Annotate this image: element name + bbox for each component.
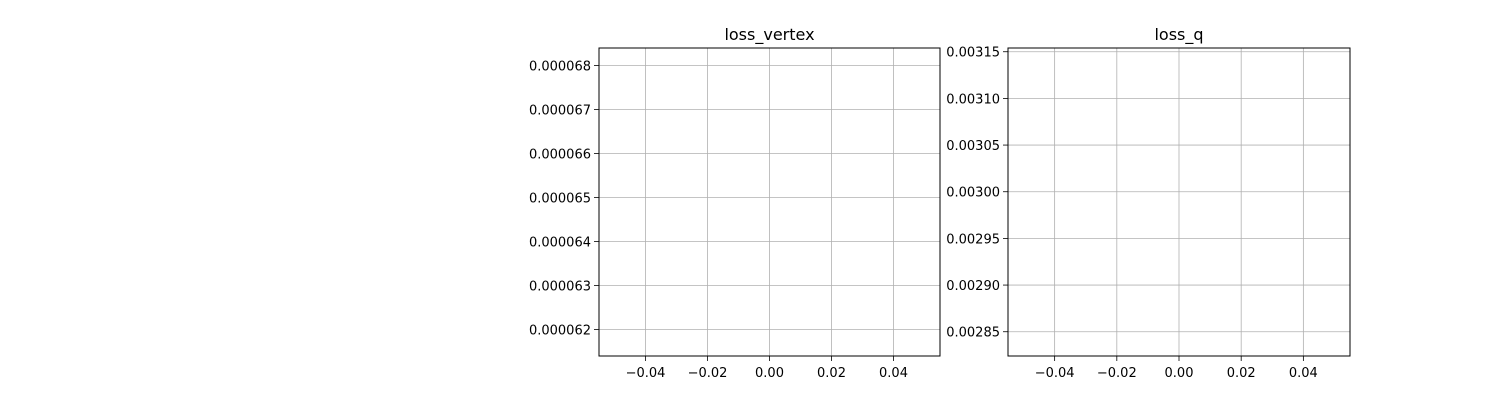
x-tick-label: −0.04 [1035, 366, 1075, 381]
axes-frame [1007, 47, 1351, 357]
x-tick-label: 0.02 [1227, 366, 1256, 381]
y-tick-label: 0.00305 [946, 139, 1000, 154]
y-tick-label: 0.000062 [529, 324, 591, 339]
x-tick-label: −0.02 [1097, 366, 1137, 381]
x-tick-label: 0.02 [817, 366, 846, 381]
y-tick-label: 0.000064 [529, 236, 591, 251]
x-tick-label: 0.04 [879, 366, 908, 381]
chart-panel-loss-vertex: −0.04 −0.02 0.00 0.02 0.04 0.000062 0.000063 0.… [529, 25, 941, 381]
x-tick-label: 0.00 [755, 366, 784, 381]
y-tick-label: 0.00295 [946, 232, 1000, 247]
y-tick-label: 0.00300 [946, 186, 1000, 201]
y-tick-label: 0.000063 [529, 280, 591, 295]
x-tick-label: −0.02 [688, 366, 728, 381]
y-tick-label: 0.00285 [946, 326, 1000, 341]
x-tick-label: 0.04 [1289, 366, 1318, 381]
x-tick-label: −0.04 [626, 366, 666, 381]
axes-frame [598, 47, 941, 357]
chart-title: loss_q [1154, 25, 1203, 45]
chart-panel-loss-q: −0.04 −0.02 0.00 0.02 0.04 0.00285 0.00290 0.00… [946, 25, 1351, 381]
y-tick-label: 0.000066 [529, 148, 591, 163]
chart-title: loss_vertex [724, 25, 814, 45]
y-tick-label: 0.000065 [529, 192, 591, 207]
y-tick-label: 0.00315 [946, 46, 1000, 61]
y-tick-label: 0.00290 [946, 279, 1000, 294]
y-tick-label: 0.000068 [529, 60, 591, 75]
y-tick-label: 0.00310 [946, 92, 1000, 107]
x-tick-label: 0.00 [1165, 366, 1194, 381]
y-tick-label: 0.000067 [529, 104, 591, 119]
